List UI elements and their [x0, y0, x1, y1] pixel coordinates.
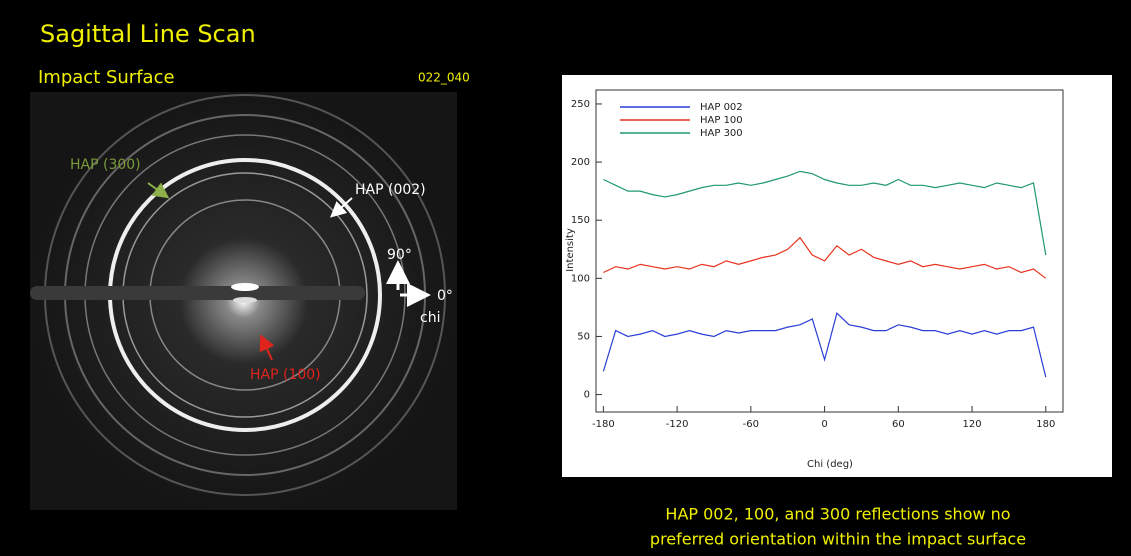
- image-code: 022_040: [418, 71, 470, 85]
- annotation: HAP (100): [250, 367, 321, 383]
- annotation: 90°: [387, 247, 412, 263]
- subtitle: Impact Surface: [38, 67, 175, 88]
- y-tick-label: 0: [584, 390, 590, 401]
- caption: HAP 002, 100, and 300 reflections show n…: [665, 505, 1010, 524]
- annotation: 0°: [437, 288, 453, 304]
- y-tick-label: 50: [577, 331, 590, 342]
- x-tick-label: 60: [892, 419, 905, 430]
- y-tick-label: 250: [571, 99, 590, 110]
- diffraction-image: [30, 92, 457, 510]
- annotation: HAP (002): [355, 182, 426, 198]
- x-tick-label: 0: [821, 419, 827, 430]
- chart-panel: [562, 75, 1112, 477]
- series-line: [603, 236, 1047, 279]
- y-tick-label: 200: [571, 157, 590, 168]
- y-tick-label: 150: [571, 215, 590, 226]
- y-tick-label: 100: [571, 273, 590, 284]
- x-tick-label: 180: [1036, 419, 1055, 430]
- series-line: [603, 170, 1047, 256]
- x-tick-label: -60: [743, 419, 759, 430]
- annotation: HAP (300): [70, 157, 141, 173]
- slide-title: Sagittal Line Scan: [40, 20, 256, 48]
- legend-label: HAP 002: [700, 102, 743, 113]
- plot-frame: [595, 89, 1064, 413]
- annotation: chi: [420, 310, 440, 326]
- x-axis-label: Chi (deg): [807, 459, 853, 470]
- caption: preferred orientation within the impact …: [650, 530, 1026, 549]
- x-tick-label: 120: [963, 419, 982, 430]
- legend-label: HAP 300: [700, 128, 743, 139]
- y-axis-label: Intensity: [565, 228, 576, 272]
- series-line: [602, 312, 1047, 378]
- x-tick-label: -120: [666, 419, 689, 430]
- legend-label: HAP 100: [700, 115, 743, 126]
- chart: Chi (deg) Intensity -180 -120 -60 0 60 120 180…: [565, 89, 1064, 470]
- x-tick-label: -180: [592, 419, 615, 430]
